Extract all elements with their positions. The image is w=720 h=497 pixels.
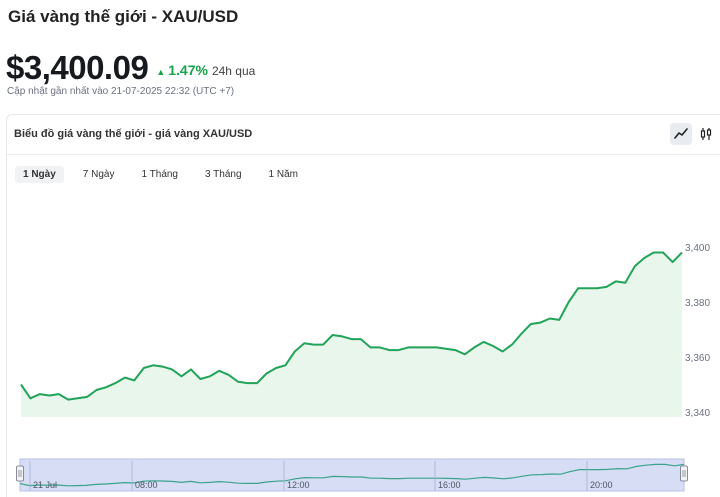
chart-title: Biểu đồ giá vàng thế giới - giá vàng XAU… xyxy=(14,128,253,140)
line-chart-icon xyxy=(674,128,688,139)
last-updated: Cập nhật gần nhất vào 21-07-2025 22:32 (… xyxy=(7,86,235,97)
candlestick-icon xyxy=(700,128,712,140)
range-navigator[interactable]: 21 Jul 08:00 12:00 16:00 20:00 xyxy=(16,458,688,492)
price-line xyxy=(20,251,683,401)
tab-3-months[interactable]: 3 Tháng xyxy=(205,169,242,180)
navigator-left-handle[interactable] xyxy=(16,465,24,482)
navigator-time-label: 21 Jul xyxy=(33,480,57,490)
change-period: 24h qua xyxy=(211,64,256,78)
tab-7-days[interactable]: 7 Ngày xyxy=(82,169,115,180)
chart-card-header: Biểu đồ giá vàng thế giới - giá vàng XAU… xyxy=(7,115,720,155)
y-tick-label: 3,340 xyxy=(685,408,710,419)
tab-1-month[interactable]: 1 Tháng xyxy=(141,169,178,180)
navigator-time-label: 12:00 xyxy=(287,480,310,490)
current-price: $3,400.09 xyxy=(6,49,149,86)
y-tick-label: 3,380 xyxy=(685,298,710,309)
y-tick-label: 3,400 xyxy=(685,243,710,254)
navigator-line xyxy=(19,463,685,487)
navigator-selection xyxy=(19,458,685,492)
change-percent: 1.47% xyxy=(168,62,208,78)
navigator-time-label: 20:00 xyxy=(590,480,613,490)
y-tick-label: 3,360 xyxy=(685,353,710,364)
trend-up-icon: ▲ xyxy=(156,67,166,77)
navigator-right-handle[interactable] xyxy=(680,465,688,482)
navigator-time-label: 16:00 xyxy=(438,480,461,490)
candlestick-button[interactable] xyxy=(695,123,717,145)
tab-1-day[interactable]: 1 Ngày xyxy=(15,166,64,183)
price-row: $3,400.09 ▲ 1.47% 24h qua xyxy=(6,49,255,87)
plot-area: 3,340 3,360 3,380 3,400 xyxy=(20,243,710,419)
page-title: Giá vàng thế giới - XAU/USD xyxy=(8,7,239,26)
range-tabs: 1 Ngày 7 Ngày 1 Tháng 3 Tháng 1 Năm xyxy=(15,166,317,183)
navigator-time-label: 08:00 xyxy=(135,480,158,490)
line-chart-button[interactable] xyxy=(670,123,692,145)
price-area-fill xyxy=(21,252,682,417)
tab-1-year[interactable]: 1 Năm xyxy=(268,169,298,180)
